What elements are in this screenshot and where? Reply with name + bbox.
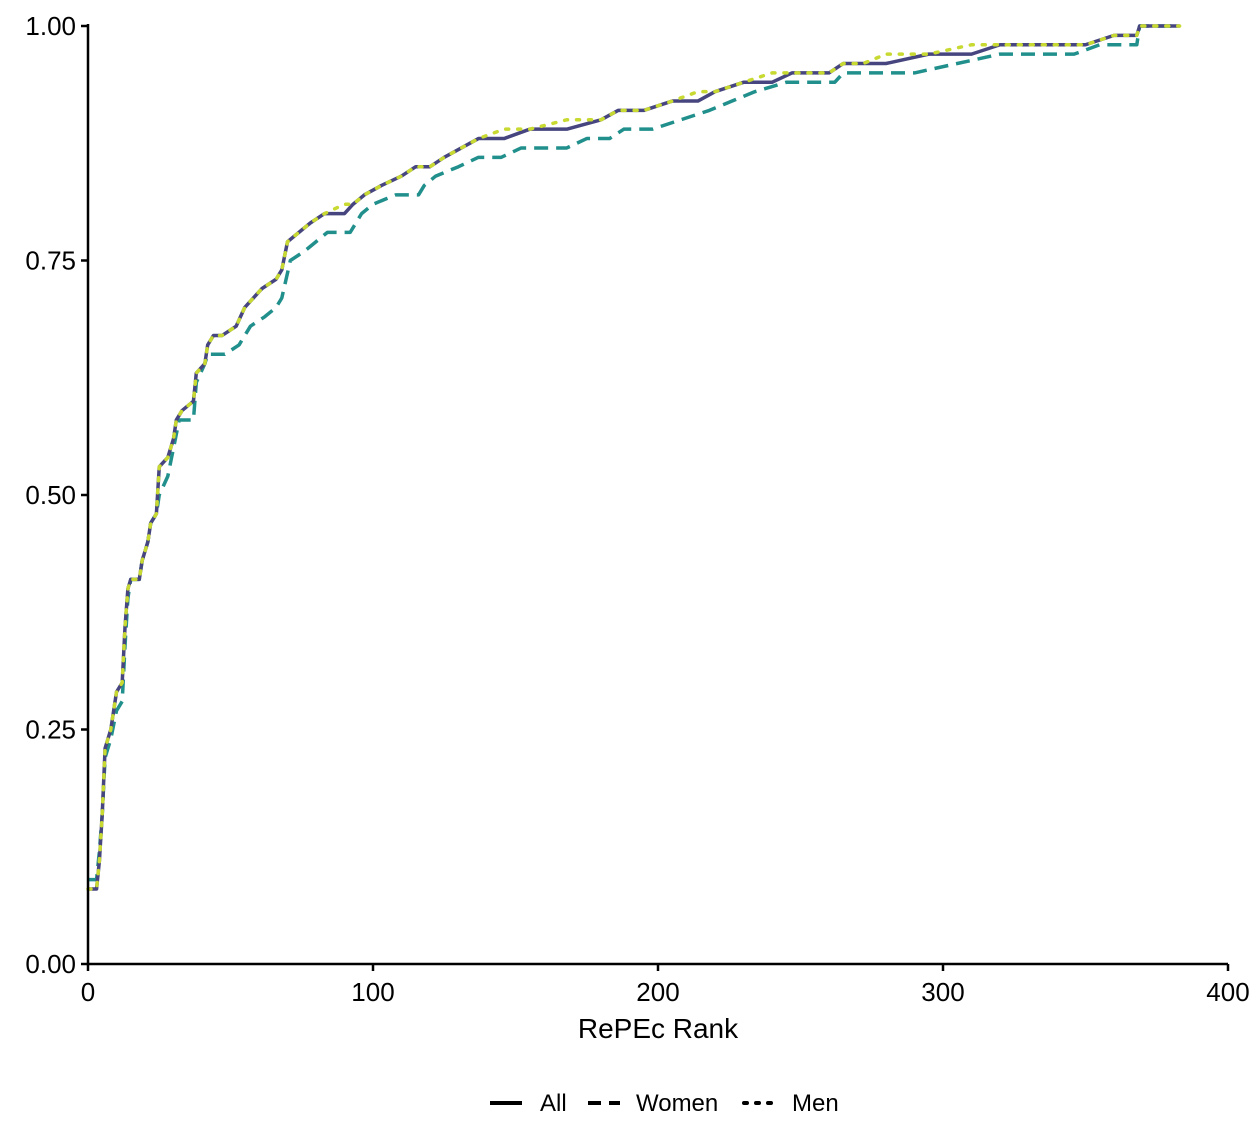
- series-line-women: [88, 24, 1180, 882]
- x-tick-label: 300: [921, 977, 964, 1007]
- x-tick-label: 400: [1206, 977, 1249, 1007]
- x-tick-label: 100: [351, 977, 394, 1007]
- y-tick-label: 0.00: [25, 949, 76, 979]
- y-axis-ticks: 0.00 0.25 0.50 0.75 1.00: [25, 11, 88, 979]
- legend: All Women Men: [490, 1090, 839, 1117]
- x-axis-title: RePEc Rank: [578, 1013, 739, 1044]
- y-tick-label: 0.25: [25, 715, 76, 745]
- series-line-all: [88, 24, 1180, 891]
- y-tick-label: 1.00: [25, 11, 76, 41]
- x-tick-label: 0: [81, 977, 95, 1007]
- x-axis-ticks: 0 100 200 300 400: [81, 964, 1250, 1007]
- x-tick-label: 200: [636, 977, 679, 1007]
- legend-label-women: Women: [636, 1090, 718, 1117]
- legend-label-all: All: [540, 1090, 567, 1117]
- y-tick-label: 0.50: [25, 480, 76, 510]
- series-line-men: [86, 24, 1182, 891]
- y-tick-label: 0.75: [25, 246, 76, 276]
- series-layer: [86, 24, 1182, 891]
- legend-label-men: Men: [792, 1090, 839, 1117]
